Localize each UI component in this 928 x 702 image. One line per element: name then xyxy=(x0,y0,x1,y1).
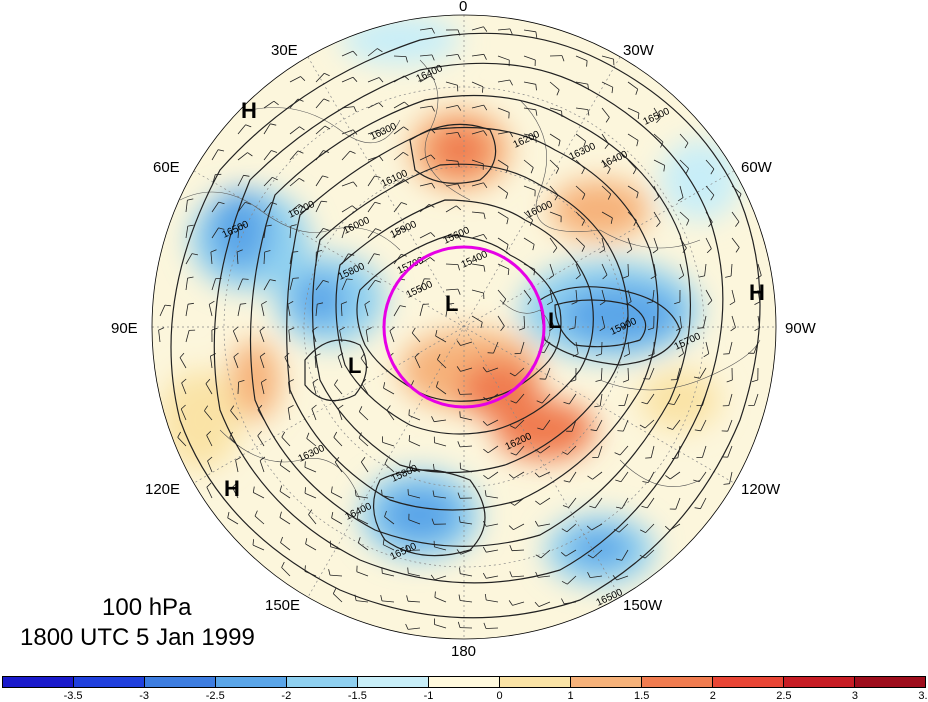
colorbar-tick-label: -3 xyxy=(139,690,150,702)
low-pressure-marker: L xyxy=(548,308,562,333)
colorbar-swatch xyxy=(500,677,571,687)
lon-label-0: 0 xyxy=(459,0,468,15)
geopotential-contours xyxy=(170,32,761,619)
lon-label-120w: 120W xyxy=(741,481,781,498)
colorbar-swatch xyxy=(145,677,216,687)
highlight-circle xyxy=(382,245,546,409)
colorbar-swatch xyxy=(74,677,145,687)
lon-label-180: 180 xyxy=(451,643,477,660)
high-pressure-marker: H xyxy=(749,280,765,305)
colorbar-tick-label: 1.5 xyxy=(634,690,650,702)
colorbar-tick-label: 1 xyxy=(567,690,574,702)
colorbar-swatch xyxy=(429,677,500,687)
lon-label-150w: 150W xyxy=(623,597,663,614)
colorbar-tick-label: 2 xyxy=(709,690,716,702)
colorbar-swatch xyxy=(358,677,429,687)
lon-label-60e: 60E xyxy=(153,159,180,176)
coastlines xyxy=(179,59,761,501)
low-pressure-marker: L xyxy=(348,353,362,378)
colorbar xyxy=(2,676,926,688)
lon-label-30e: 30E xyxy=(271,42,298,59)
colorbar-tick-label: -3.5 xyxy=(63,690,83,702)
colorbar-swatch xyxy=(713,677,784,687)
colorbar-swatch xyxy=(855,677,925,687)
high-pressure-marker: H xyxy=(241,98,257,123)
colorbar-tick-label: -2.5 xyxy=(205,690,225,702)
colorbar-swatch xyxy=(784,677,855,687)
time-caption: 1800 UTC 5 Jan 1999 xyxy=(20,624,255,651)
map-boundary xyxy=(151,14,777,640)
colorbar-tick-label: 3 xyxy=(851,690,858,702)
lon-label-30w: 30W xyxy=(623,42,654,59)
colorbar-swatch xyxy=(3,677,74,687)
lon-label-90e: 90E xyxy=(111,320,138,337)
colorbar-swatch xyxy=(287,677,358,687)
lon-label-90w: 90W xyxy=(785,320,816,337)
colorbar-tick-label: 0 xyxy=(496,690,503,702)
colorbar-swatch xyxy=(216,677,287,687)
low-pressure-marker: L xyxy=(445,291,459,316)
wind-barbs xyxy=(158,26,762,630)
lon-label-120e: 120E xyxy=(145,481,181,498)
high-pressure-marker: H xyxy=(224,476,240,501)
lon-label-150e: 150E xyxy=(265,597,301,614)
colorbar-swatch xyxy=(571,677,642,687)
colorbar-tick-label: -1.5 xyxy=(347,690,367,702)
colorbar-tick-label: -2 xyxy=(281,690,292,702)
lon-label-60w: 60W xyxy=(741,159,772,176)
colorbar-swatch xyxy=(642,677,713,687)
colorbar-tick-label: 3.5 xyxy=(918,690,928,702)
level-caption: 100 hPa xyxy=(102,594,192,621)
colorbar-tick-label: 2.5 xyxy=(776,690,792,702)
colorbar-tick-label: -1 xyxy=(423,690,434,702)
